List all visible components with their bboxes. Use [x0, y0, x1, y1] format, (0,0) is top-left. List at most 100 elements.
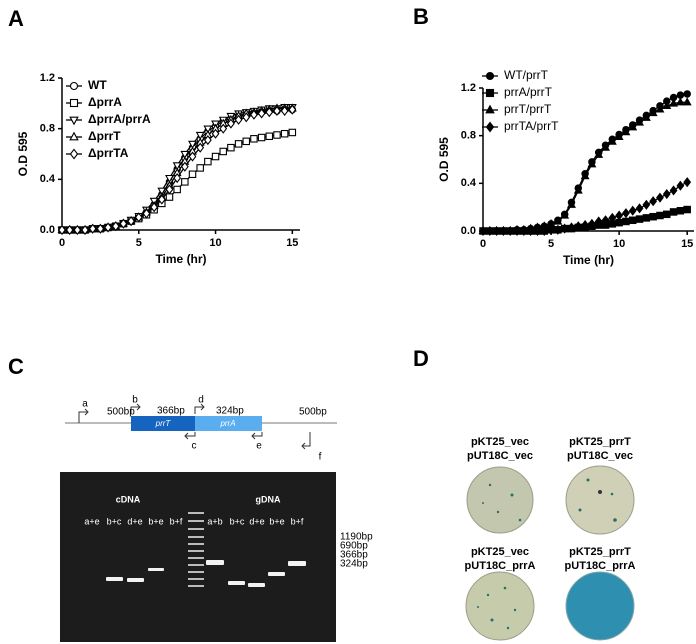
y-tick-label: 0.0	[461, 225, 476, 237]
legend-marker	[69, 81, 79, 91]
marker	[567, 199, 576, 208]
marker	[204, 157, 212, 166]
marker	[662, 100, 672, 109]
marker	[635, 215, 644, 223]
marker	[683, 177, 692, 188]
lane-label: a+b	[207, 516, 222, 526]
primer-label: b	[132, 395, 138, 406]
lane-label: a+e	[84, 516, 99, 526]
marker	[553, 224, 562, 235]
size-label: 690bp	[340, 541, 368, 552]
primer-arrow	[130, 403, 141, 414]
marker	[165, 174, 174, 184]
plate-label: pKT25_prrT	[569, 546, 631, 558]
legend-marker	[69, 116, 79, 126]
y-tick-label: 0.4	[461, 177, 477, 189]
marker	[104, 222, 112, 233]
marker	[656, 192, 664, 203]
marker	[533, 225, 542, 237]
marker	[587, 159, 597, 168]
plates: pKT25_vec pUT18C_vec pKT25_prrT pUT18C_v…	[465, 436, 636, 641]
marker	[280, 129, 289, 138]
marker	[594, 149, 604, 158]
marker	[614, 131, 624, 140]
legend-label: ΔprrA	[88, 95, 122, 109]
marker	[580, 171, 590, 180]
marker	[519, 225, 528, 237]
marker	[513, 225, 521, 237]
marker	[499, 225, 508, 237]
marker	[635, 117, 644, 126]
marker	[676, 206, 685, 215]
marker	[273, 105, 281, 116]
marker	[265, 132, 274, 141]
plate-label: pUT18C_vec	[467, 450, 533, 462]
plate-label: pUT18C_vec	[567, 450, 633, 462]
marker	[165, 184, 174, 195]
marker	[547, 224, 555, 235]
primer-arrow	[184, 432, 196, 440]
plate	[565, 571, 635, 641]
marker	[567, 222, 576, 233]
y-tick-label: 1.2	[461, 82, 476, 94]
marker	[257, 133, 266, 142]
marker	[601, 215, 610, 226]
marker	[73, 224, 82, 236]
plate-label: pUT18C_prrA	[565, 560, 636, 572]
group-label: cDNA	[116, 494, 141, 504]
marker	[288, 128, 297, 137]
marker	[181, 178, 189, 186]
marker	[134, 212, 143, 223]
marker	[195, 131, 205, 140]
marker	[628, 216, 637, 225]
marker	[234, 140, 243, 148]
marker	[656, 211, 664, 220]
marker	[203, 135, 212, 146]
y-tick-label: 0.0	[40, 224, 55, 236]
legend-label: WT/prrT	[504, 68, 549, 82]
legend-label: ΔprrT	[88, 129, 121, 143]
plate-label: pUT18C_prrA	[465, 560, 536, 572]
marker	[127, 216, 135, 227]
primer-arrow	[194, 403, 205, 414]
marker	[96, 223, 105, 234]
marker	[588, 218, 596, 229]
lane-label: d+e	[127, 516, 142, 526]
marker	[675, 97, 685, 106]
marker	[622, 208, 630, 219]
legend-label: ΔprrA/prrA	[88, 112, 151, 126]
marker	[621, 127, 631, 136]
legend-marker	[69, 148, 79, 160]
x-tick-label: 5	[548, 238, 554, 250]
marker	[663, 210, 671, 219]
marker	[211, 128, 220, 139]
x-axis-label: Time (hr)	[563, 253, 614, 267]
y-tick-label: 0.4	[40, 173, 56, 185]
marker	[58, 224, 66, 236]
y-tick-label: 1.2	[40, 72, 55, 84]
marker	[628, 205, 637, 216]
marker	[173, 173, 182, 184]
marker	[265, 107, 274, 118]
marker	[641, 112, 651, 121]
marker	[188, 151, 197, 162]
panel-label: D	[413, 346, 429, 371]
lane-label: b+f	[291, 516, 304, 526]
marker	[250, 135, 258, 143]
marker	[227, 143, 235, 152]
marker	[119, 218, 128, 229]
marker	[628, 122, 638, 131]
x-tick-label: 15	[681, 238, 693, 250]
marker	[669, 208, 678, 216]
marker	[581, 219, 589, 231]
panel-label: B	[413, 4, 429, 29]
x-axis-label: Time (hr)	[155, 252, 206, 266]
marker	[196, 142, 205, 153]
marker	[594, 216, 603, 227]
gene-box	[131, 416, 195, 431]
marker	[526, 225, 535, 237]
marker	[635, 203, 644, 214]
gene-label: prrT	[155, 419, 172, 428]
marker	[157, 187, 167, 196]
primer-label: d	[198, 395, 204, 406]
